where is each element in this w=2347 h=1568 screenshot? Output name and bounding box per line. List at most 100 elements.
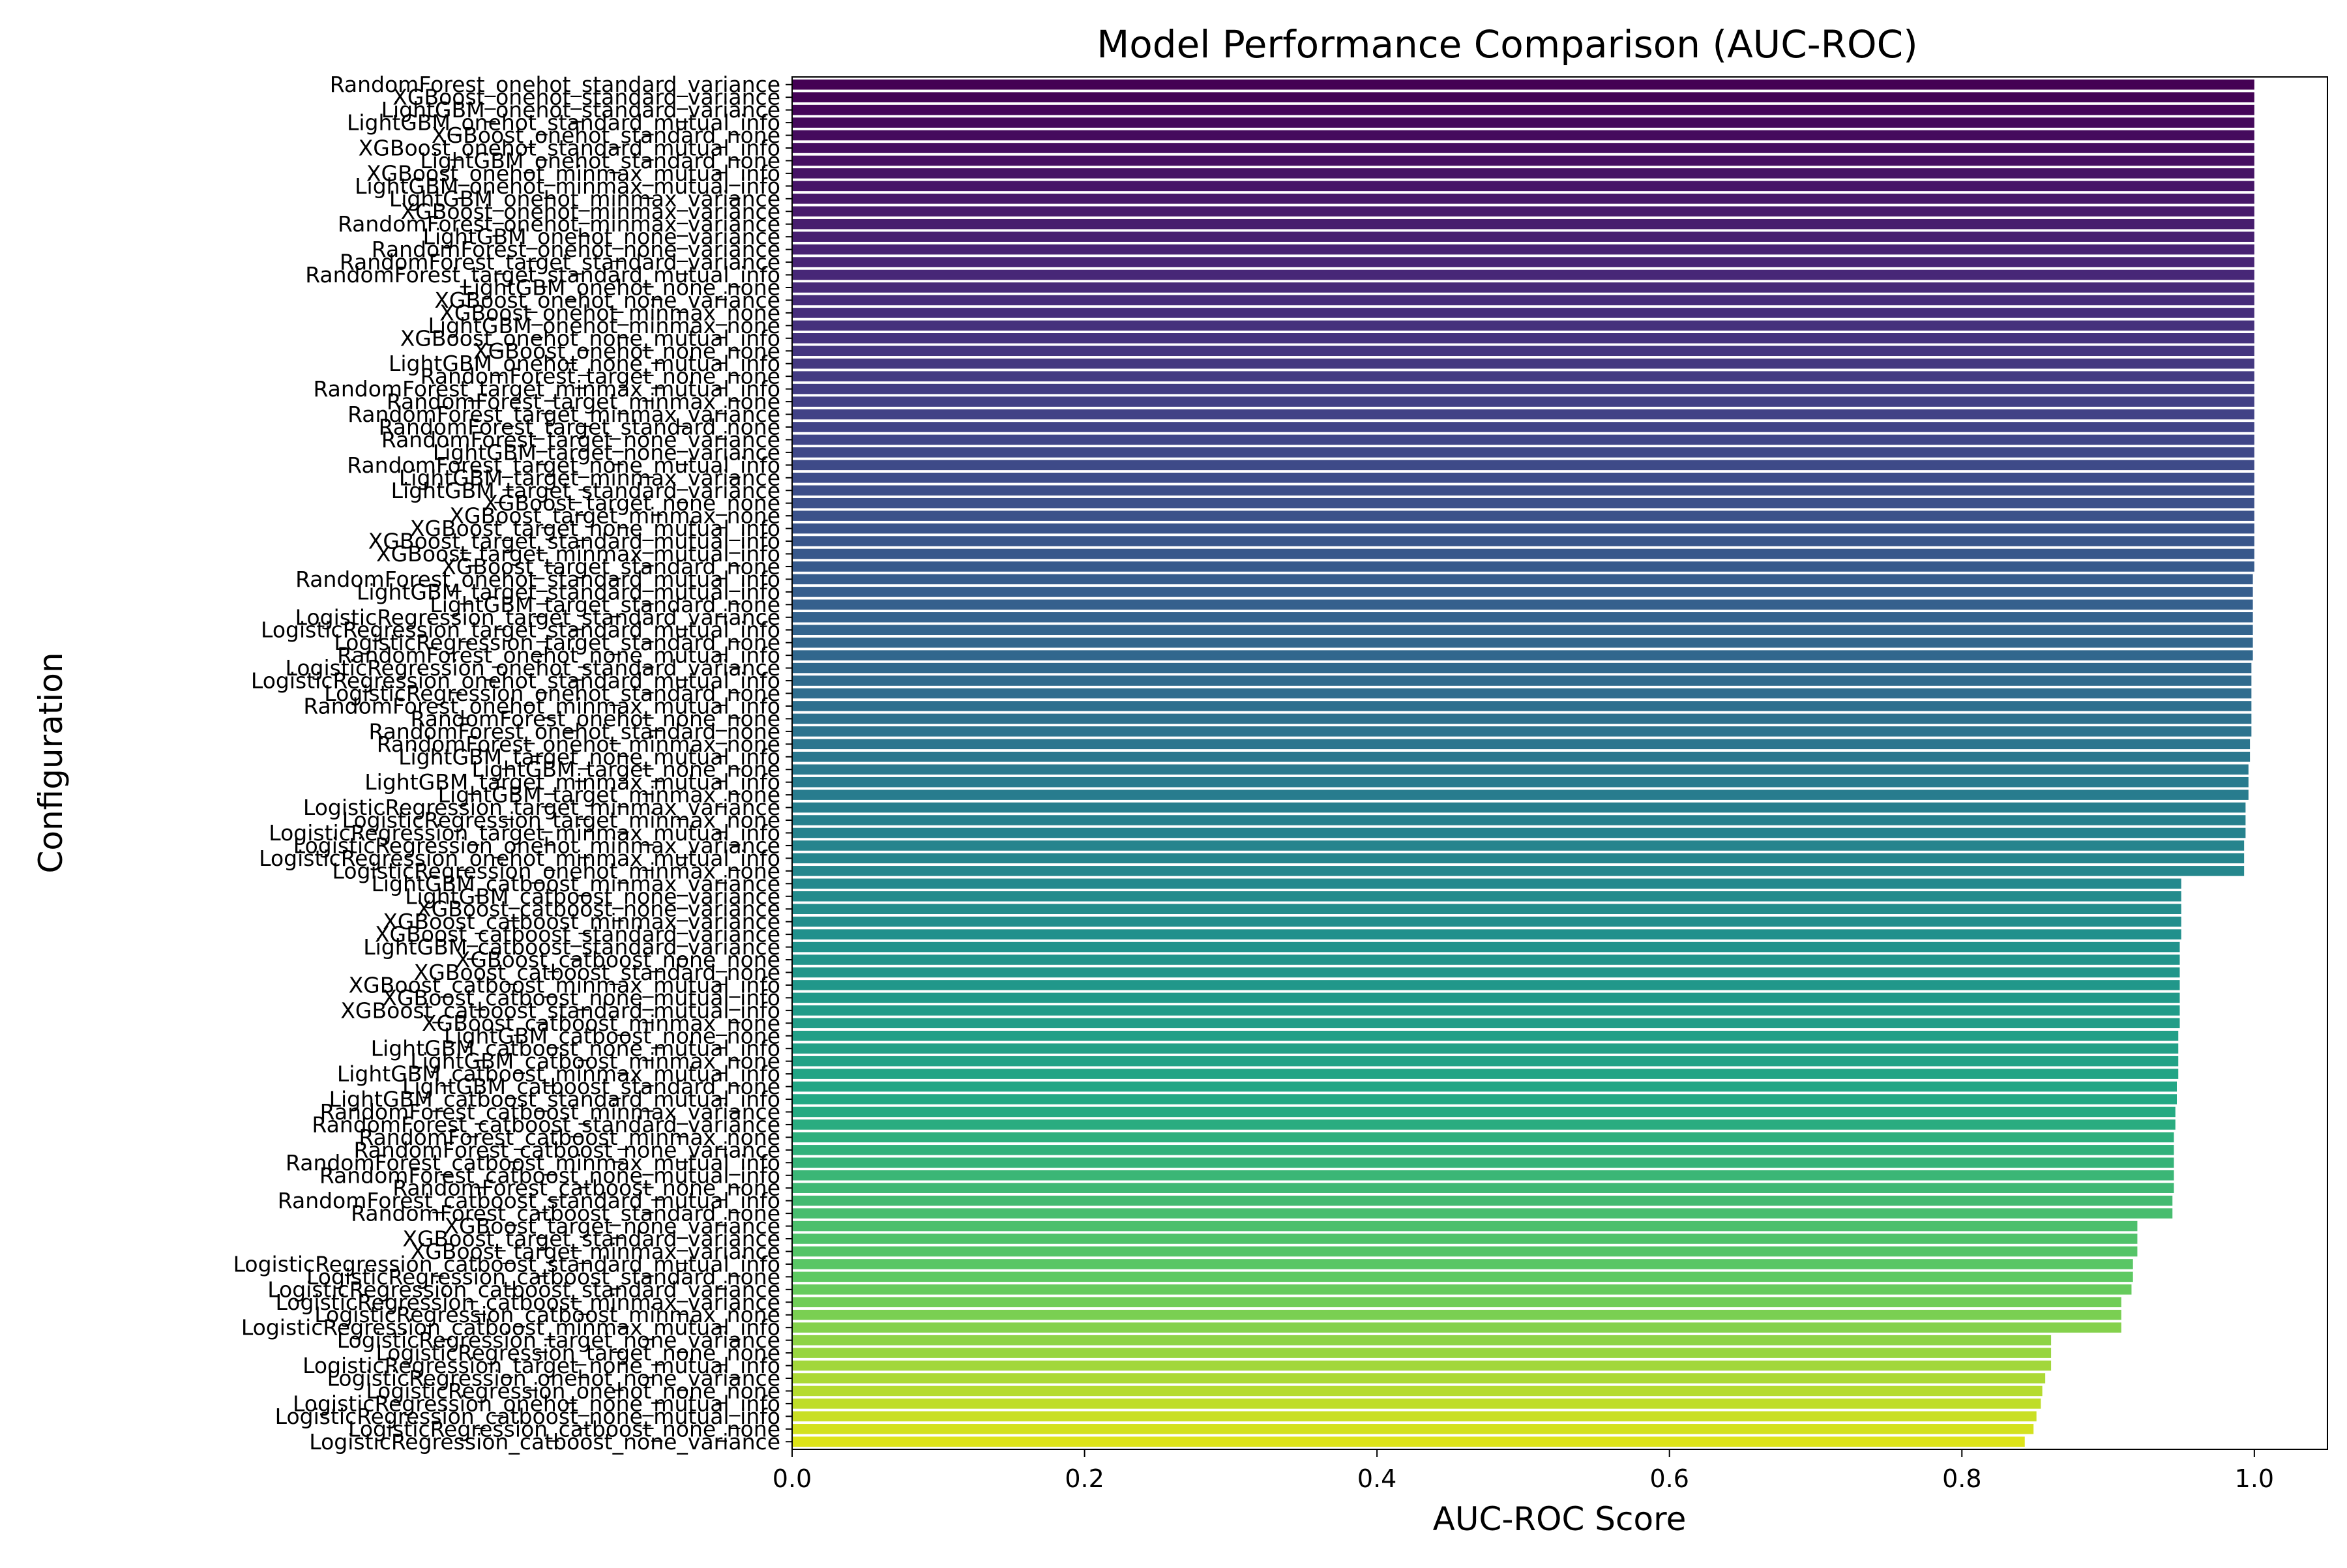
y-tick-label: LightGBM_onehot_none_mutual_info [389, 351, 780, 376]
y-tick-label: XGBoost_onehot_standard_mutual_info [359, 136, 780, 161]
y-tick-label: LightGBM_onehot_none_variance [423, 224, 780, 250]
y-tick-label: LightGBM_catboost_standard_variance [363, 934, 780, 960]
bar [792, 764, 2249, 775]
y-tick-label: RandomForest_onehot_none_variance [372, 237, 780, 262]
y-tick-label: RandomForest_onehot_standard_none [368, 718, 780, 744]
bar [792, 650, 2253, 660]
bar [792, 231, 2254, 242]
y-tick-label: LightGBM_onehot_minmax_mutual_info [355, 173, 780, 199]
y-tick-label: RandomForest_onehot_standard_variance [330, 72, 780, 97]
y-tick-label: LogisticRegression_catboost_standard_non… [306, 1264, 780, 1290]
plot-frame [791, 76, 2328, 1450]
bar [792, 561, 2254, 572]
y-tick-label: LightGBM_onehot_standard_mutual_info [347, 110, 780, 136]
y-tick-label: LogisticRegression_onehot_none_variance [327, 1366, 780, 1391]
bar [792, 1424, 2034, 1434]
y-tick-label: RandomForest_onehot_minmax_variance [338, 211, 780, 237]
y-tick-label: XGBoost_onehot_none_variance [434, 288, 780, 313]
bar [792, 1056, 2179, 1067]
bar [792, 460, 2254, 471]
x-tick-label: 0.4 [1357, 1464, 1396, 1493]
bar [792, 840, 2245, 851]
bar [792, 1170, 2174, 1181]
bar [792, 1018, 2180, 1029]
y-tick-label: XGBoost_target_none_variance [444, 1213, 780, 1239]
bar [792, 1094, 2177, 1104]
bar [792, 358, 2254, 369]
y-tick-label: LightGBM_target_minmax_none [438, 782, 780, 808]
bar [792, 346, 2254, 357]
bar [792, 967, 2180, 978]
bar [792, 104, 2254, 115]
y-tick-label: LightGBM_target_minmax_mutual_info [364, 769, 780, 795]
y-tick-label: LightGBM_catboost_none_none [444, 1023, 780, 1048]
y-tick-label: LogisticRegression_catboost_minmax_varia… [275, 1290, 780, 1315]
y-tick-label: LogisticRegression_catboost_none_none [348, 1416, 780, 1442]
bar [792, 954, 2180, 965]
y-tick-label: LogisticRegression_onehot_standard_mutua… [251, 668, 780, 694]
y-tick-label: LightGBM_target_none_none [471, 757, 780, 782]
bar [792, 802, 2246, 813]
bar [792, 422, 2254, 432]
y-tick-label: LogisticRegression_onehot_none_none [366, 1378, 780, 1404]
bar [792, 941, 2180, 953]
bar [792, 853, 2245, 864]
y-tick-label: LogisticRegression_onehot_minmax_none [332, 858, 780, 883]
y-tick-label: XGBoost_catboost_none_mutual_info [382, 985, 780, 1011]
bar [792, 587, 2253, 597]
y-tick-label: LightGBM_catboost_minmax_mutual_info [337, 1061, 780, 1087]
bar [792, 1360, 2052, 1371]
y-tick-label: XGBoost_catboost_standard_none [414, 960, 780, 985]
y-tick-label: LightGBM_catboost_minmax_variance [372, 871, 781, 896]
bar [792, 625, 2253, 636]
y-tick-label: LightGBM_catboost_none_variance [405, 883, 780, 909]
y-tick-label: XGBoost_onehot_standard_variance [392, 85, 780, 110]
bar [792, 827, 2246, 838]
y-tick-label: LightGBM_target_standard_variance [391, 478, 780, 503]
y-tick-label: RandomForest_target_standard_none [379, 414, 780, 439]
bar [792, 1106, 2176, 1117]
bar [792, 485, 2254, 496]
y-tick-label: RandomForest_catboost_minmax_variance [320, 1099, 780, 1125]
y-tick-label: LogisticRegression_onehot_standard_none [324, 681, 780, 706]
y-tick-label: LightGBM_onehot_minmax_none [428, 313, 780, 338]
y-tick-label: XGBoost_target_standard_mutual_info [368, 529, 780, 554]
y-tick-label: LogisticRegression_onehot_minmax_mutual_… [259, 846, 780, 871]
bar [792, 1069, 2179, 1079]
bar [792, 1119, 2176, 1130]
bar [792, 929, 2181, 939]
x-axis-label: AUC-ROC Score [1433, 1500, 1687, 1538]
y-tick-label: LightGBM_catboost_standard_mutual_info [329, 1087, 780, 1112]
y-tick-labels: RandomForest_onehot_standard_varianceXGB… [233, 72, 792, 1455]
bar [792, 143, 2254, 153]
bar [792, 751, 2251, 762]
bar [792, 790, 2249, 800]
y-tick-label: RandomForest_target_standard_variance [340, 250, 780, 275]
bar [792, 1335, 2052, 1346]
bar [792, 739, 2251, 750]
y-tick-label: LogisticRegression_catboost_standard_var… [267, 1277, 780, 1302]
bar [792, 1385, 2043, 1397]
y-tick-label: XGBoost_target_minmax_variance [411, 1239, 780, 1264]
bar [792, 1195, 2173, 1206]
bar [792, 1259, 2133, 1269]
bar [792, 1246, 2138, 1257]
y-tick-label: XGBoost_target_minmax_none [449, 503, 780, 529]
bar [792, 92, 2254, 102]
bar [792, 523, 2254, 534]
bar [792, 155, 2254, 166]
y-tick-label: XGBoost_onehot_minmax_none [439, 300, 780, 325]
bar [792, 130, 2254, 141]
y-tick-label: RandomForest_target_none_none [421, 364, 780, 389]
bar [792, 1373, 2046, 1383]
bar [792, 1030, 2179, 1041]
bar [792, 383, 2254, 394]
y-tick-label: RandomForest_target_none_variance [381, 427, 780, 452]
y-tick-label: RandomForest_catboost_standard_none [351, 1201, 780, 1226]
y-tick-label: XGBoost_onehot_minmax_variance [401, 199, 780, 224]
bar [792, 891, 2181, 902]
y-tick-label: RandomForest_onehot_minmax_mutual_info [303, 693, 780, 718]
y-tick-label: RandomForest_target_none_mutual_info [347, 452, 780, 478]
bar [792, 1208, 2173, 1219]
